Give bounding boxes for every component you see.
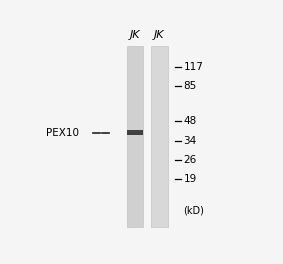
- Text: JK: JK: [130, 30, 140, 40]
- Text: 34: 34: [183, 136, 197, 146]
- Bar: [151, 46, 168, 227]
- Text: 26: 26: [183, 155, 197, 165]
- Text: 117: 117: [183, 62, 203, 72]
- Text: 19: 19: [183, 174, 197, 184]
- Text: PEX10: PEX10: [46, 128, 79, 138]
- Bar: [127, 46, 143, 227]
- Text: (kD): (kD): [183, 205, 204, 215]
- Text: JK: JK: [154, 30, 164, 40]
- Bar: [127, 130, 143, 135]
- Text: 85: 85: [183, 81, 197, 91]
- Text: 48: 48: [183, 116, 197, 126]
